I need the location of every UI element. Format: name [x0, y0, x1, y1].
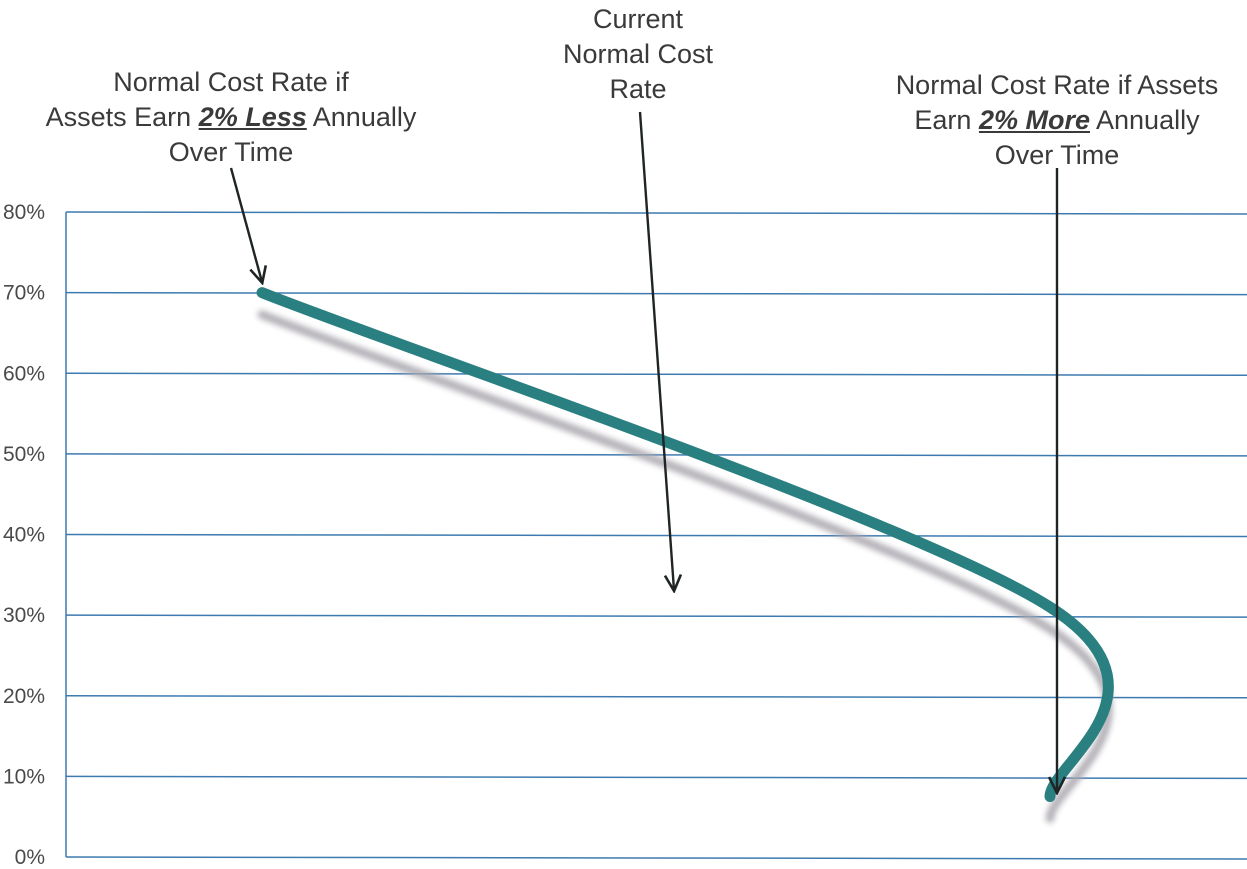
y-tick-label: 60%: [3, 362, 45, 385]
y-tick-label: 50%: [3, 443, 45, 466]
y-tick-label: 0%: [15, 846, 45, 869]
gridline: [65, 291, 1247, 296]
series-line: [256, 287, 1114, 803]
annotation-text: Normal Cost Rate if Assets: [895, 70, 1219, 100]
gridline: [65, 372, 1247, 376]
annotation-text: Assets Earn: [45, 102, 199, 132]
gridline: [65, 453, 1247, 457]
annotation-line: Rate: [388, 72, 888, 107]
annotation-line: Earn 2% More Annually: [807, 103, 1247, 138]
annotation-text: Rate: [609, 74, 667, 104]
annotation-line: Normal Cost: [388, 37, 888, 72]
annotation-less: Normal Cost Rate if Assets Earn 2% Less A…: [0, 65, 481, 170]
annotation-line: Current: [388, 2, 888, 37]
y-tick-labels: 0% 10% 20% 30% 40% 50% 60% 70% 80%: [3, 201, 45, 869]
annotation-emphasis: 2% More: [978, 105, 1090, 135]
y-tick-label: 10%: [3, 765, 45, 788]
gridline: [65, 614, 1247, 618]
y-tick-label: 30%: [3, 604, 45, 627]
annotation-text: Normal Cost Rate if: [113, 67, 349, 97]
annotation-emphasis: 2% Less: [198, 102, 307, 132]
series-layer: [256, 287, 1114, 824]
y-tick-label: 20%: [3, 685, 45, 708]
annotation-text: Normal Cost: [562, 39, 714, 69]
annotation-arrow: [638, 111, 674, 590]
annotation-arrows: [229, 111, 1057, 792]
y-tick-label: 40%: [3, 524, 45, 547]
y-tick-label: 70%: [3, 282, 45, 305]
gridline: [65, 211, 1247, 215]
gridline: [65, 775, 1247, 780]
annotation-arrow: [229, 167, 262, 282]
annotation-text: Annually: [306, 102, 417, 132]
annotation-line: Normal Cost Rate if: [0, 65, 481, 100]
annotation-text: Current: [592, 4, 684, 34]
annotation-line: Normal Cost Rate if Assets: [807, 68, 1247, 103]
gridline: [65, 856, 1247, 860]
annotation-text: Annually: [1090, 105, 1200, 135]
annotation-text: Over Time: [168, 137, 294, 167]
annotation-line: Over Time: [807, 138, 1247, 173]
annotation-text: Over Time: [994, 140, 1120, 170]
gridline: [65, 533, 1247, 538]
y-tick-label: 80%: [3, 201, 45, 224]
annotation-line: Over Time: [0, 135, 481, 170]
annotation-text: Earn: [914, 105, 979, 135]
gridline: [65, 695, 1247, 699]
gridlines: [65, 211, 1247, 860]
annotation-current: Current Normal Cost Rate: [388, 2, 888, 107]
annotation-more: Normal Cost Rate if Assets Earn 2% More A…: [807, 68, 1247, 173]
annotation-line: Assets Earn 2% Less Annually: [0, 100, 481, 135]
series-line-shadow: [257, 310, 1113, 824]
